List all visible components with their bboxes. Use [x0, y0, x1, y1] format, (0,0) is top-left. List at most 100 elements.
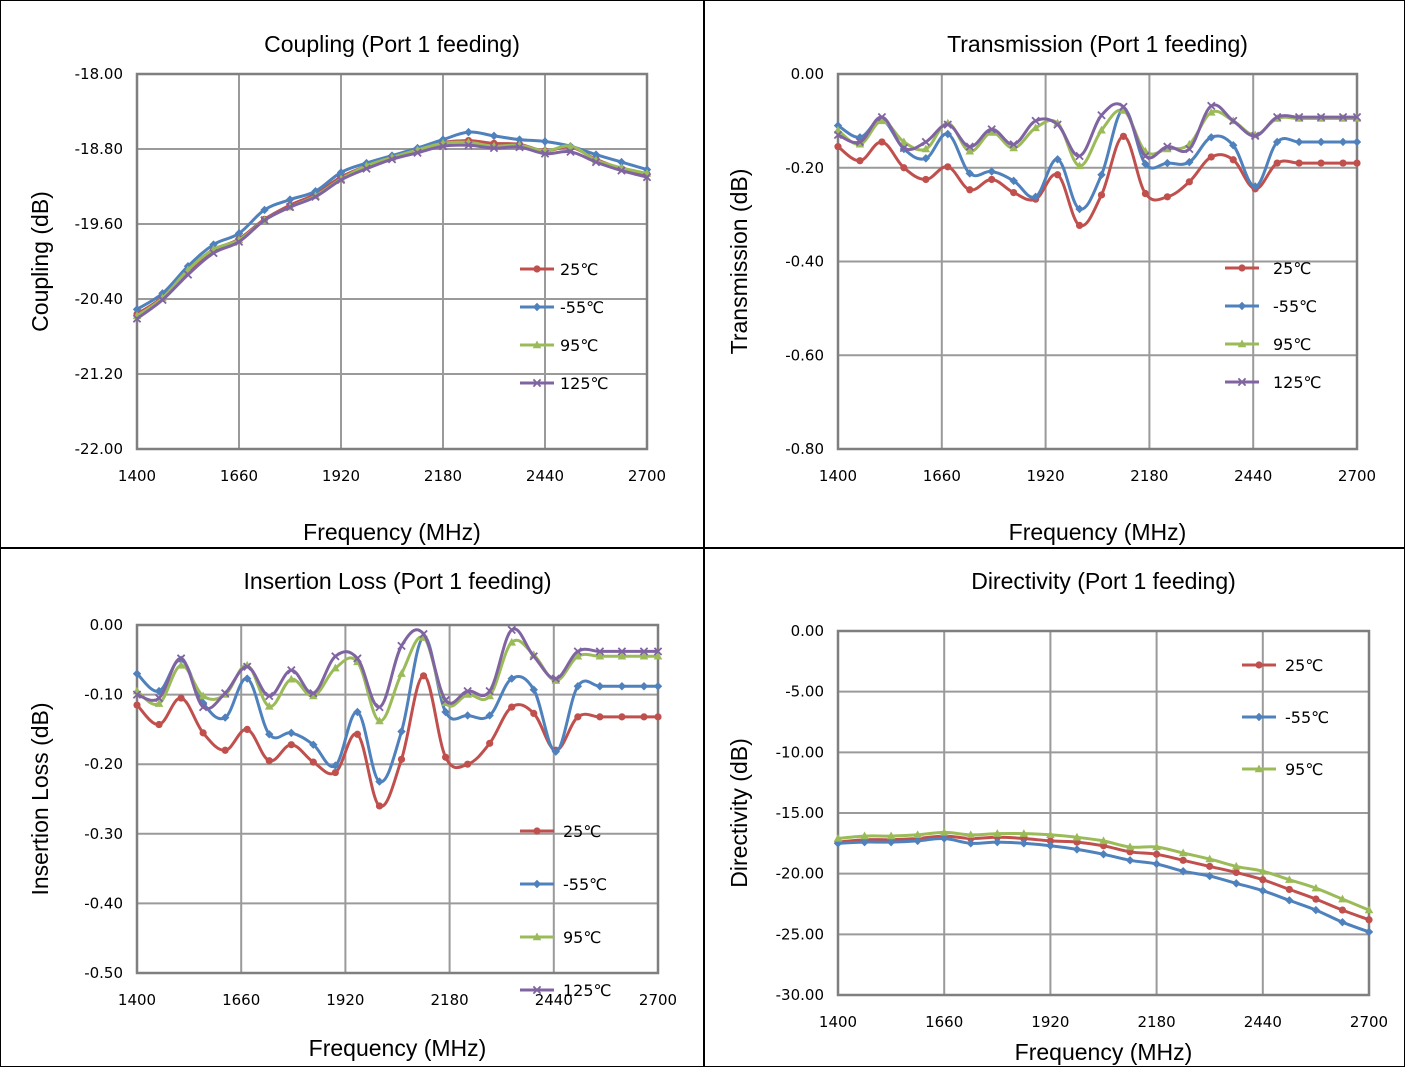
- plot-area-border: [836, 629, 1371, 997]
- data-point: [1099, 836, 1108, 845]
- legend-marker: [1238, 264, 1246, 272]
- data-point: [154, 699, 164, 707]
- data-point: [1206, 862, 1214, 870]
- x-tick-label: 2440: [526, 467, 564, 485]
- data-point: [1019, 829, 1029, 837]
- data-point: [922, 175, 930, 184]
- x-tick-label: 2700: [639, 991, 677, 1009]
- data-point: [507, 637, 517, 646]
- horizontal-divider: [0, 547, 1405, 549]
- x-tick-label: 2440: [1244, 1013, 1282, 1031]
- chart-svg: Insertion Loss (Port 1 feeding) 1400 1660 1…: [27, 568, 677, 1061]
- data-point: [331, 663, 340, 672]
- data-point: [966, 186, 974, 194]
- data-point: [486, 739, 494, 747]
- data-point: [1316, 112, 1326, 122]
- x-tick-label: 2700: [628, 467, 666, 485]
- data-point: [353, 707, 362, 717]
- legend: 25℃ -55℃ 95℃ 125℃: [520, 822, 612, 1000]
- y-tick-label: -15.00: [776, 804, 824, 822]
- data-point: [855, 137, 865, 147]
- x-tick-label: 1400: [819, 1013, 857, 1031]
- data-point: [617, 651, 627, 660]
- legend-entry: -55℃: [1285, 708, 1329, 727]
- data-point: [617, 166, 626, 175]
- data-point: [1053, 155, 1062, 164]
- data-point: [1338, 112, 1348, 122]
- data-point: [441, 695, 450, 705]
- legend-marker: [532, 378, 542, 388]
- data-point: [595, 647, 605, 656]
- x-tick-label: 1920: [1031, 1013, 1069, 1031]
- data-point: [595, 651, 605, 660]
- data-point: [331, 768, 339, 777]
- y-tick-label: -0.20: [84, 755, 123, 773]
- data-point: [183, 270, 193, 279]
- data-point: [441, 707, 450, 717]
- legend: 25℃ -55℃ 95℃ 125℃: [1225, 259, 1322, 392]
- data-point: [158, 289, 167, 298]
- data-point: [640, 713, 648, 721]
- data-point: [1339, 159, 1347, 167]
- y-tick-label: -0.40: [84, 894, 123, 912]
- data-point: [375, 702, 384, 712]
- data-point: [285, 202, 295, 212]
- data-point: [220, 713, 230, 722]
- data-point: [1294, 137, 1304, 147]
- data-point: [988, 175, 996, 184]
- data-point: [1179, 856, 1187, 864]
- data-point: [966, 839, 975, 848]
- data-point: [265, 691, 274, 701]
- y-tick-label: -30.00: [776, 986, 824, 1004]
- data-point: [617, 157, 626, 167]
- chart-title: Insertion Loss (Port 1 feeding): [243, 568, 551, 594]
- data-point: [878, 138, 886, 146]
- data-point: [1009, 143, 1018, 152]
- data-point: [1097, 191, 1106, 199]
- data-point: [234, 229, 244, 238]
- data-point: [234, 237, 244, 247]
- data-point: [1295, 159, 1303, 167]
- data-point: [464, 127, 473, 137]
- data-point: [132, 314, 142, 323]
- data-point: [1258, 866, 1268, 875]
- data-point: [1285, 896, 1294, 905]
- data-point: [485, 686, 494, 696]
- x-axis-label: Frequency (MHz): [1009, 519, 1187, 545]
- data-point: [1053, 120, 1062, 129]
- data-point: [1053, 171, 1062, 179]
- data-point: [397, 641, 406, 651]
- data-point: [574, 713, 582, 721]
- data-point: [529, 652, 538, 661]
- data-point: [515, 135, 524, 144]
- data-point: [987, 128, 997, 136]
- data-point: [1259, 876, 1267, 884]
- data-point: [336, 175, 346, 185]
- series-125℃: [833, 101, 1362, 161]
- data-point: [441, 753, 450, 761]
- legend-entry: 25℃: [1273, 259, 1311, 278]
- chart-title: Directivity (Port 1 feeding): [971, 568, 1236, 594]
- data-point: [966, 830, 976, 839]
- data-point: [489, 131, 499, 141]
- data-point: [653, 651, 663, 660]
- y-tick-label: 0.00: [791, 65, 824, 83]
- legend-marker: [1255, 661, 1263, 669]
- data-point: [1153, 850, 1161, 858]
- data-point: [921, 144, 931, 153]
- x-tick-label: 1920: [1027, 467, 1065, 485]
- y-axis-label: Coupling (dB): [27, 191, 53, 332]
- data-point: [1272, 112, 1282, 122]
- y-tick-label: -19.60: [75, 215, 123, 233]
- legend-entry: 25℃: [560, 260, 598, 279]
- data-point: [311, 192, 320, 202]
- legend-marker: [532, 340, 542, 349]
- data-point: [1273, 159, 1281, 167]
- data-point: [877, 112, 887, 122]
- chart-svg: Transmission (Port 1 feeding) 1400 1660 192…: [726, 31, 1376, 545]
- data-point: [1338, 137, 1348, 147]
- data-point: [176, 660, 186, 669]
- legend-entry: 95℃: [563, 928, 601, 947]
- x-axis-label: Frequency (MHz): [1015, 1039, 1193, 1065]
